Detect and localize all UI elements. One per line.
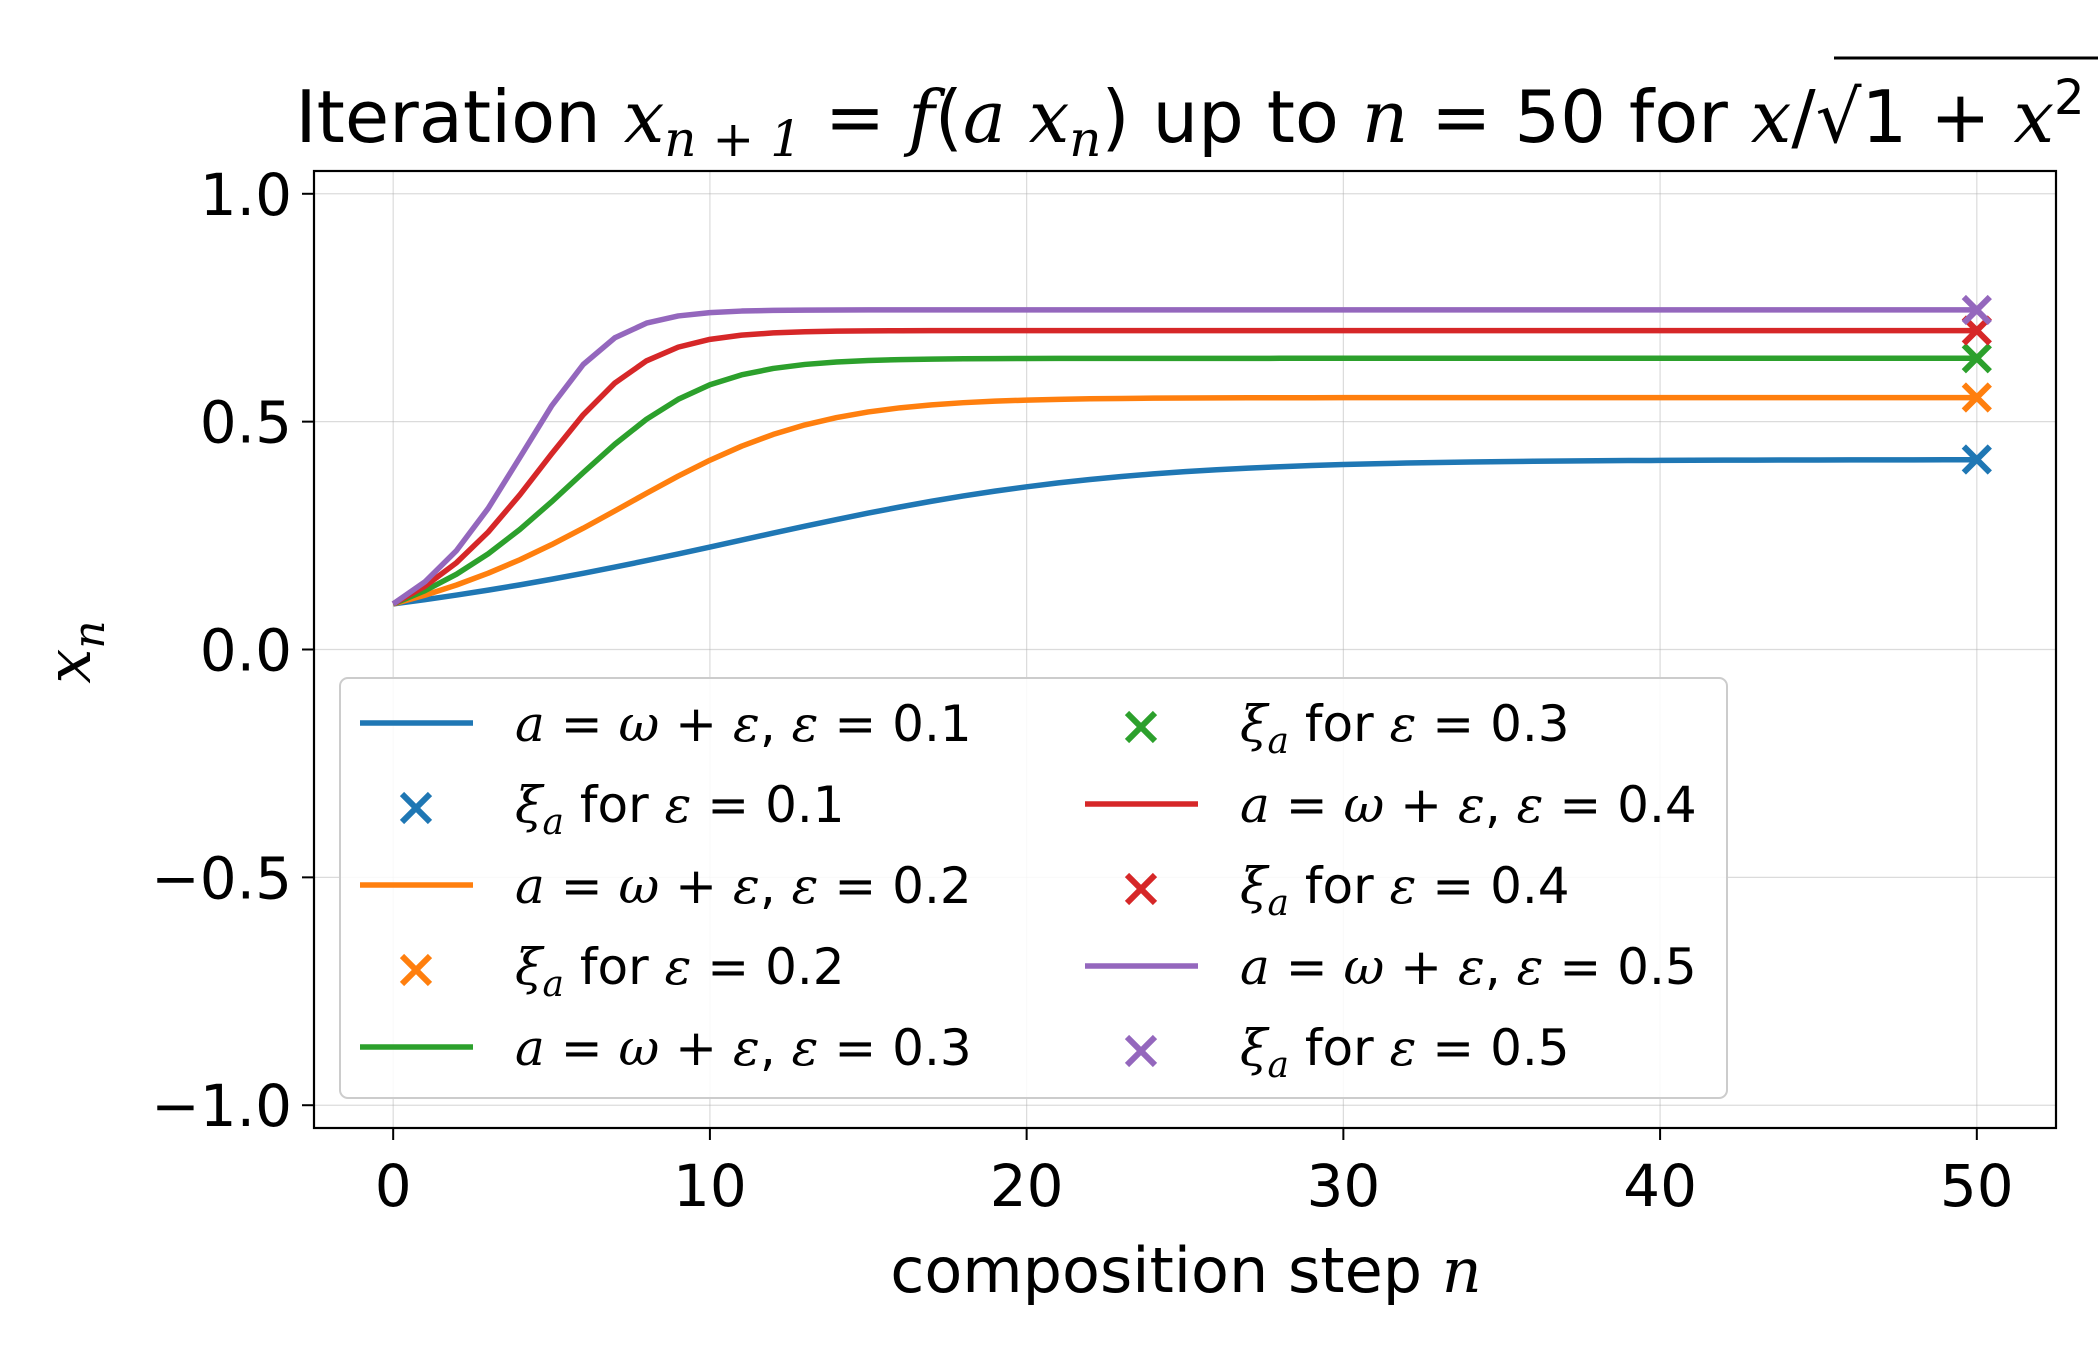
x-tick-label: 30 xyxy=(1306,1152,1380,1220)
fixed-point-markers xyxy=(1961,294,1992,475)
legend-entry-xi-eps-0.4: ξa for ε = 0.4 xyxy=(1124,857,1570,924)
y-tick-label: −0.5 xyxy=(151,844,292,912)
series-line-eps-0.3 xyxy=(392,355,1977,607)
series-lines xyxy=(391,307,1977,607)
legend-entry-xi-eps-0.3: ξa for ε = 0.3 xyxy=(1124,695,1570,762)
legend-label: a = ω + ε, ε = 0.3 xyxy=(515,1019,972,1077)
x-tick-label: 20 xyxy=(990,1152,1064,1220)
legend-label: ξa for ε = 0.3 xyxy=(1240,695,1570,762)
legend-marker-swatch xyxy=(399,953,433,987)
legend-label: ξa for ε = 0.1 xyxy=(515,776,845,843)
series-line-eps-0.5 xyxy=(391,307,1977,607)
xi-marker-eps-0.5 xyxy=(1961,294,1992,326)
xi-marker-eps-0.1 xyxy=(1961,444,1992,475)
legend-entry-line-eps-0.3: a = ω + ε, ε = 0.3 xyxy=(360,1019,972,1077)
chart-title: Iteration xn + 1 = f(a xn) up to n = 50 … xyxy=(295,70,2084,168)
legend-entry-line-eps-0.2: a = ω + ε, ε = 0.2 xyxy=(360,857,972,915)
x-tick-label: 0 xyxy=(375,1152,412,1220)
legend-label: ξa for ε = 0.2 xyxy=(515,938,845,1005)
series-line-eps-0.4 xyxy=(391,327,1977,607)
series-line-eps-0.1 xyxy=(392,457,1977,607)
y-tick-label: −1.0 xyxy=(151,1072,292,1140)
legend-entry-xi-eps-0.2: ξa for ε = 0.2 xyxy=(399,938,845,1005)
legend-marker-swatch xyxy=(1124,710,1158,744)
legend-marker-swatch xyxy=(1124,1034,1158,1068)
y-tick-label: 0.0 xyxy=(200,617,292,685)
legend-marker-swatch xyxy=(1124,872,1158,906)
legend-marker-swatch xyxy=(399,791,433,825)
legend-entry-xi-eps-0.1: ξa for ε = 0.1 xyxy=(399,776,845,843)
legend-label: ξa for ε = 0.5 xyxy=(1240,1019,1570,1086)
x-tick-label: 40 xyxy=(1623,1152,1697,1220)
legend-entry-line-eps-0.5: a = ω + ε, ε = 0.5 xyxy=(1085,938,1697,996)
y-axis-label: xn xyxy=(32,620,115,683)
legend: a = ω + ε, ε = 0.1 ξa for ε = 0.1 a = ω + … xyxy=(339,677,1728,1099)
y-tick-label: 0.5 xyxy=(200,389,292,457)
legend-entry-line-eps-0.1: a = ω + ε, ε = 0.1 xyxy=(360,695,972,753)
legend-entry-line-eps-0.4: a = ω + ε, ε = 0.4 xyxy=(1085,776,1697,834)
y-tick-label: 1.0 xyxy=(200,161,292,229)
legend-entry-xi-eps-0.5: ξa for ε = 0.5 xyxy=(1124,1019,1570,1086)
legend-label: a = ω + ε, ε = 0.5 xyxy=(1240,938,1697,996)
legend-label: a = ω + ε, ε = 0.1 xyxy=(515,695,972,753)
legend-label: a = ω + ε, ε = 0.4 xyxy=(1240,776,1697,834)
x-tick-label: 50 xyxy=(1940,1152,2014,1220)
x-axis-label: composition step n xyxy=(890,1234,1481,1307)
xi-marker-eps-0.2 xyxy=(1961,382,1992,413)
xi-marker-eps-0.3 xyxy=(1961,343,1992,374)
legend-label: a = ω + ε, ε = 0.2 xyxy=(515,857,972,915)
legend-label: ξa for ε = 0.4 xyxy=(1240,857,1570,924)
x-tick-label: 10 xyxy=(673,1152,747,1220)
series-line-eps-0.2 xyxy=(392,394,1977,607)
ticks: 0 10 20 30 40 50 −1.0 −0.5 0.0 0.5 1.0 xyxy=(151,161,2014,1220)
legend-frame xyxy=(339,677,1728,1099)
